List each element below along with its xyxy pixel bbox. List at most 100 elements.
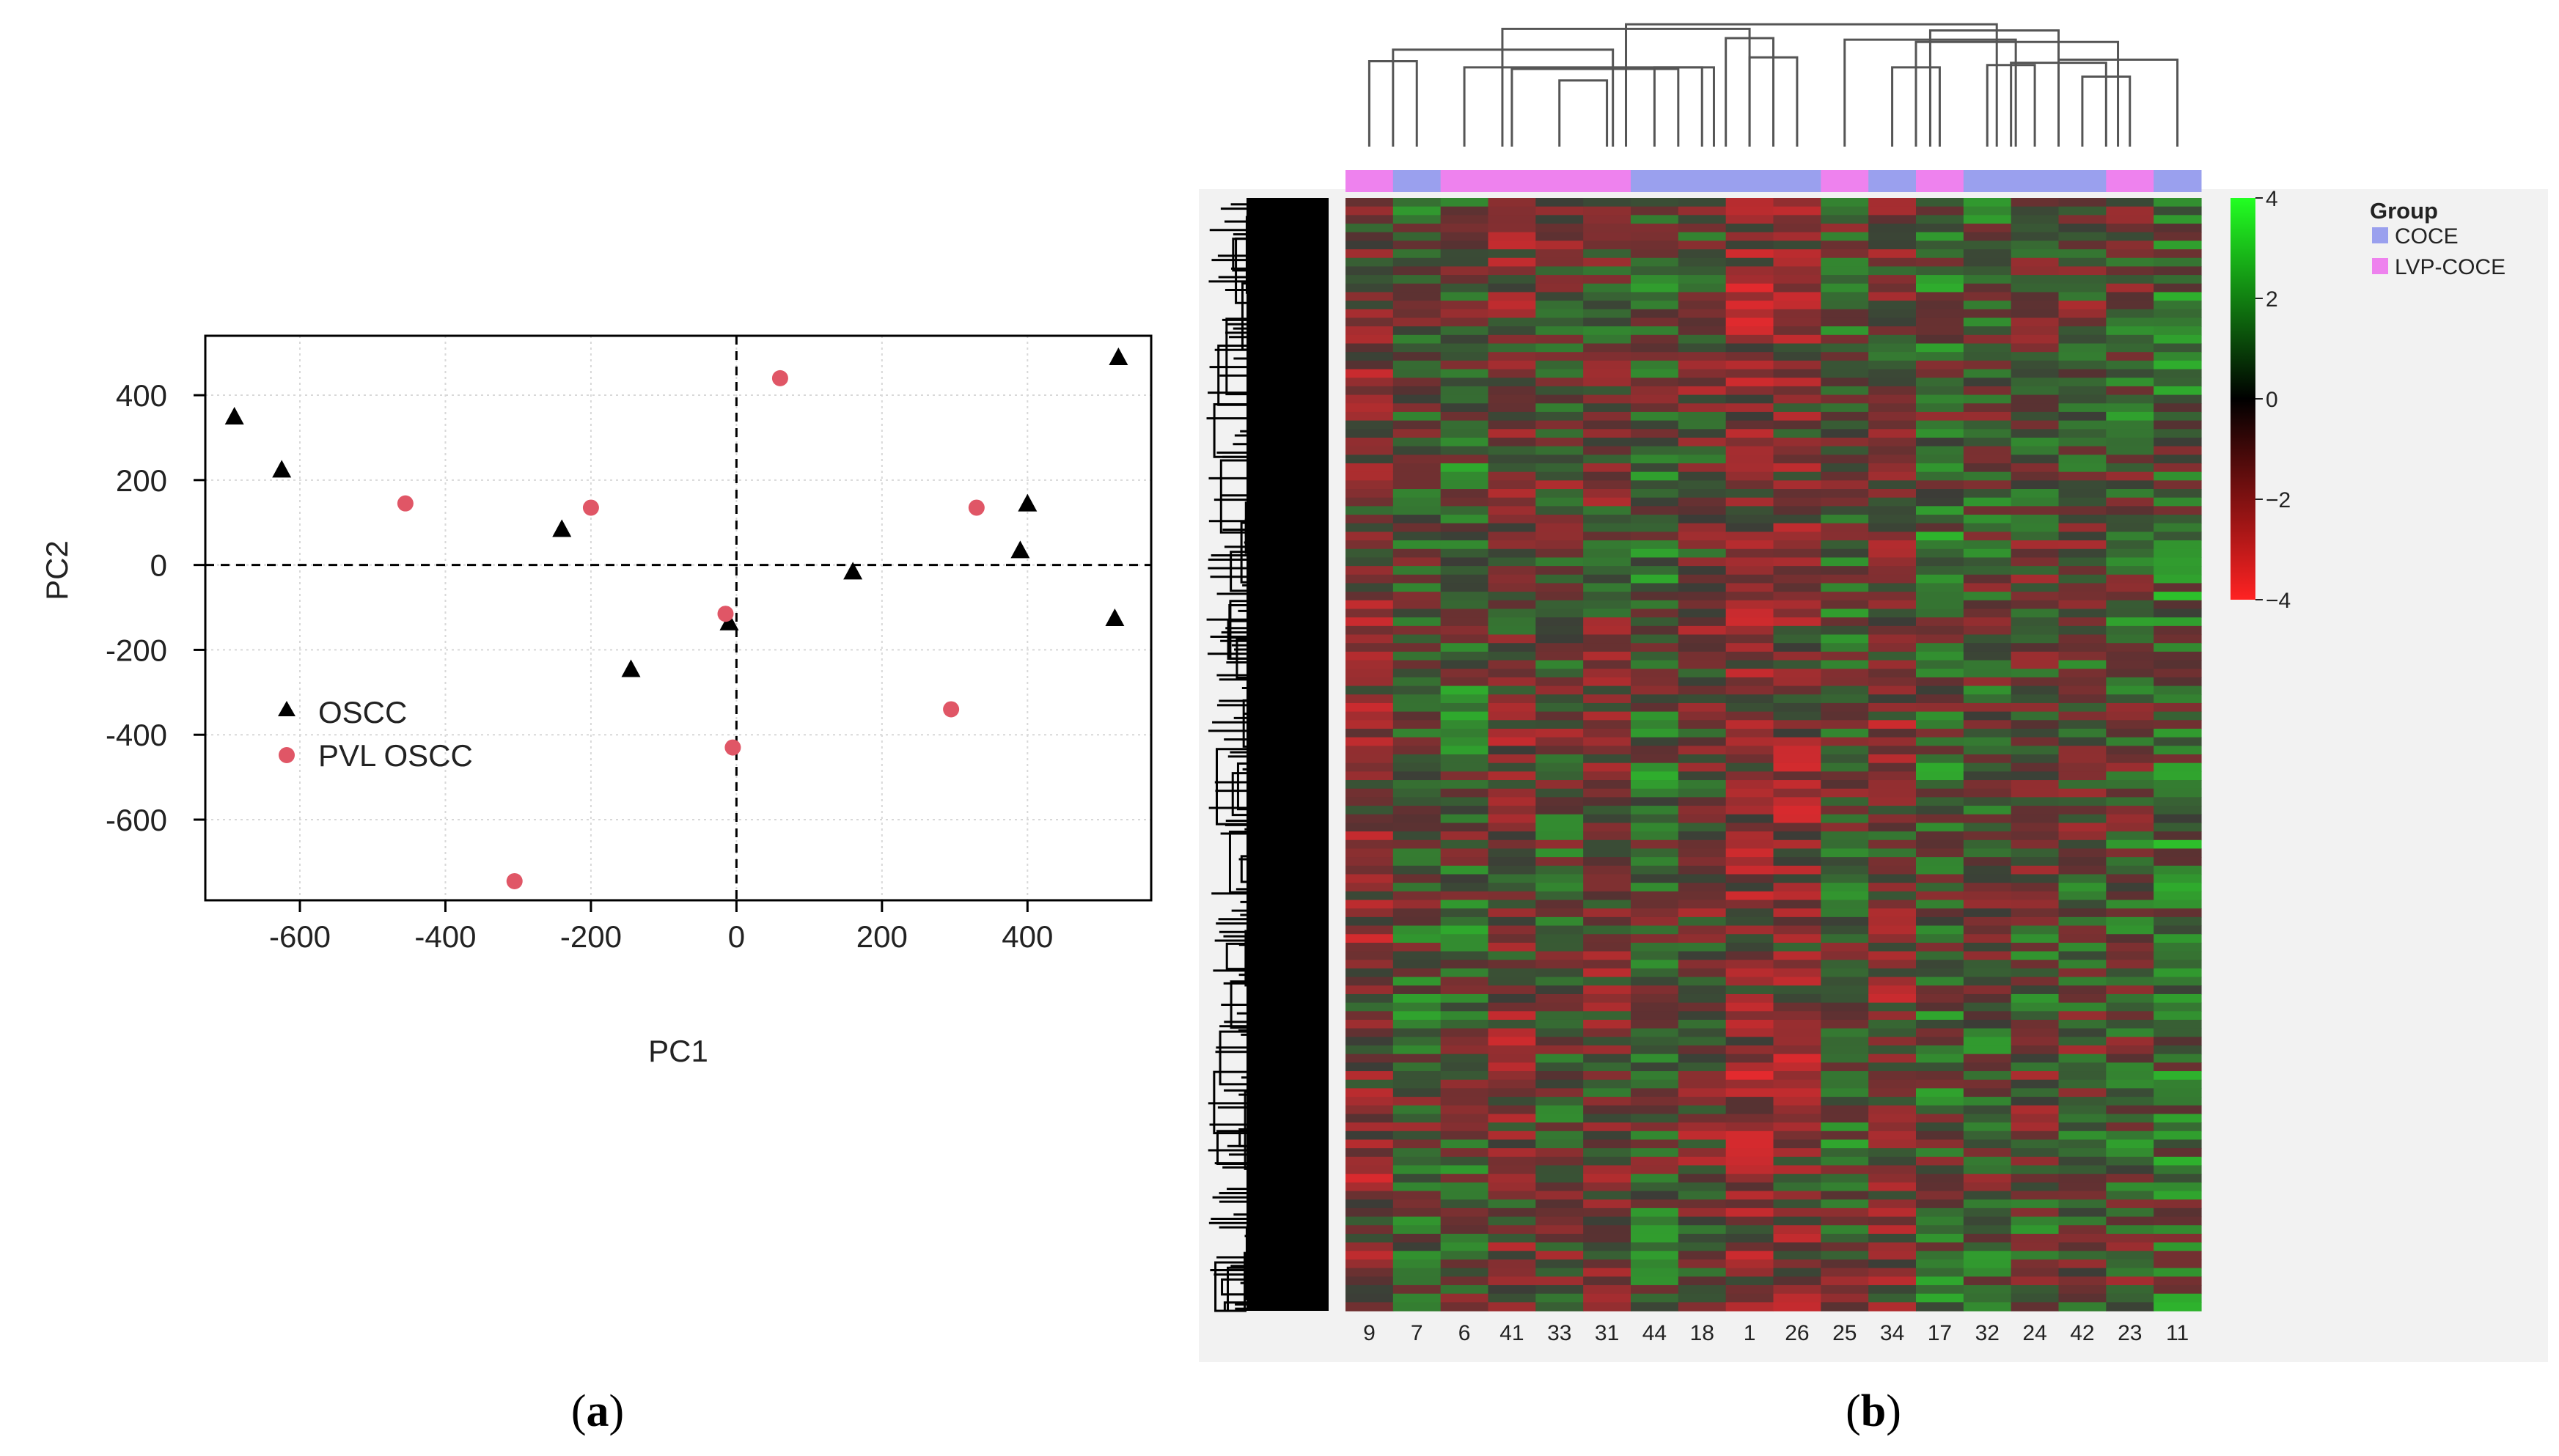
heatmap-cell	[1868, 1088, 1917, 1097]
heatmap-cell	[1821, 762, 1869, 772]
heatmap-cell	[2154, 1122, 2202, 1132]
heatmap-cell	[1535, 848, 1584, 858]
heatmap-cell	[2058, 848, 2107, 858]
heatmap-cell	[1916, 651, 1964, 661]
heatmap-cell	[1535, 839, 1584, 850]
heatmap-cell	[1583, 839, 1631, 850]
heatmap-cell	[2106, 1268, 2154, 1277]
heatmap-cell	[1488, 925, 1536, 935]
heatmap-cell	[1440, 823, 1489, 832]
heatmap-cell	[1488, 1019, 1536, 1029]
heatmap-cell	[1868, 480, 1917, 490]
heatmap-cell	[2011, 968, 2060, 978]
heatmap-cell	[1631, 1011, 1679, 1021]
heatmap-cell	[1678, 215, 1727, 224]
heatmap-cell	[1488, 1130, 1536, 1141]
heatmap-cell	[1725, 489, 1774, 499]
heatmap-cell	[1345, 360, 1394, 370]
heatmap-cell	[1678, 1276, 1727, 1286]
heatmap-cell	[1868, 506, 1917, 515]
heatmap-cell	[1868, 634, 1917, 644]
heatmap-cell	[1963, 206, 2012, 216]
group-bar-cell	[1631, 170, 1679, 192]
heatmap-cell	[1678, 489, 1727, 499]
heatmap-cell	[1583, 1191, 1631, 1200]
heatmap-cell	[2058, 592, 2107, 601]
heatmap-cell	[1440, 548, 1489, 559]
heatmap-cell	[1868, 746, 1917, 755]
heatmap-cell	[1868, 737, 1917, 746]
heatmap-cell	[1488, 874, 1536, 883]
heatmap-cell	[2154, 1062, 2202, 1072]
heatmap-cell	[1773, 1259, 1821, 1269]
heatmap-cell	[1916, 360, 1964, 370]
heatmap-cell	[2154, 1259, 2202, 1269]
heatmap-cell	[1535, 1174, 1584, 1183]
y-tick-label: 400	[116, 378, 167, 413]
heatmap-cell	[2154, 608, 2202, 618]
heatmap-cell	[1392, 378, 1442, 387]
heatmap-cell	[1631, 857, 1679, 867]
colorbar-tick-label: −4	[2266, 589, 2291, 613]
heatmap-cell	[1868, 1148, 1917, 1158]
heatmap-cell	[1583, 951, 1631, 960]
heatmap-cell	[1392, 257, 1442, 268]
heatmap-cell	[1678, 301, 1727, 310]
heatmap-cell	[2011, 1002, 2060, 1012]
heatmap-cell	[1868, 677, 1917, 687]
heatmap-cell	[1963, 1019, 2012, 1029]
heatmap-cell	[1868, 823, 1917, 832]
heatmap-cell	[1773, 257, 1821, 268]
heatmap-cell	[1583, 548, 1631, 559]
heatmap-cell	[1345, 198, 1394, 207]
colorbar-tick-label: 4	[2266, 187, 2278, 211]
heatmap-cell	[1583, 1071, 1631, 1081]
heatmap-cell	[2011, 515, 2060, 524]
heatmap-cell	[1821, 1302, 1869, 1312]
heatmap-cell	[1392, 883, 1442, 892]
x-tick-label: 400	[1002, 919, 1053, 954]
heatmap-cell	[1345, 446, 1394, 455]
heatmap-cell	[1821, 1028, 1869, 1037]
heatmap-cell	[2106, 883, 2154, 892]
heatmap-cell	[2011, 702, 2060, 713]
heatmap-cell	[1583, 249, 1631, 259]
heatmap-cell	[1725, 1045, 1774, 1055]
heatmap-cell	[1392, 600, 1442, 610]
heatmap-cell	[1963, 1097, 2012, 1106]
heatmap-cell	[1488, 754, 1536, 764]
heatmap-cell	[1535, 343, 1584, 353]
group-bar-cell	[1963, 170, 2012, 192]
heatmap-cell	[1440, 814, 1489, 824]
heatmap-cell	[1725, 608, 1774, 618]
heatmap-cell	[2058, 900, 2107, 909]
heatmap-cell	[1773, 1293, 1821, 1303]
heatmap-cell	[1916, 497, 1964, 507]
heatmap-cell	[1440, 343, 1489, 353]
heatmap-cell	[1345, 934, 1394, 944]
heatmap-cell	[1821, 206, 1869, 216]
heatmap-cell	[1583, 592, 1631, 601]
heatmap-cell	[1345, 685, 1394, 695]
heatmap-cell	[1535, 283, 1584, 293]
heatmap-cell	[1725, 515, 1774, 524]
heatmap-cell	[1916, 403, 1964, 413]
heatmap-cell	[1392, 352, 1442, 361]
heatmap-cell	[1631, 643, 1679, 652]
heatmap-cell	[2154, 788, 2202, 798]
heatmap-cell	[1535, 908, 1584, 918]
heatmap-cell	[1392, 215, 1442, 224]
heatmap-cell	[1488, 1148, 1536, 1158]
heatmap-cell	[1725, 224, 1774, 233]
heatmap-cell	[1678, 317, 1727, 327]
heatmap-cell	[1868, 1182, 1917, 1192]
heatmap-cell	[1440, 394, 1489, 404]
heatmap-cell	[1345, 916, 1394, 927]
heatmap-cell	[1725, 737, 1774, 746]
heatmap-cell	[1916, 780, 1964, 790]
heatmap-cell	[2106, 857, 2154, 867]
heatmap-cell	[1821, 1259, 1869, 1269]
heatmap-cell	[1773, 1130, 1821, 1141]
heatmap-cell	[1868, 1114, 1917, 1123]
heatmap-cell	[1868, 669, 1917, 678]
